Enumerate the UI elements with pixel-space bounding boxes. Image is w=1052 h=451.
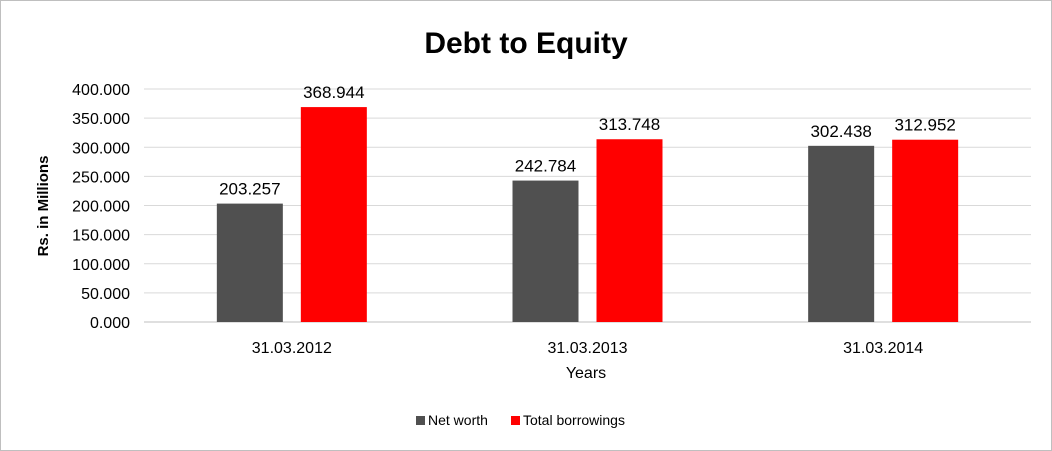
net-worth-bar xyxy=(808,145,875,322)
net-worth-bar xyxy=(512,180,579,322)
y-tick-label: 400.000 xyxy=(72,82,130,99)
legend-label-net-worth: Net worth xyxy=(428,412,488,428)
data-labels: 203.257 368.944 242.784 313.748 302.438 312.9… xyxy=(219,83,956,199)
data-label: 203.257 xyxy=(219,180,280,199)
legend: Net worth Total borrowings xyxy=(416,412,625,428)
chart-title: Debt to Equity xyxy=(424,27,628,60)
total-borrowings-bar xyxy=(596,139,663,322)
y-tick-label: 0.000 xyxy=(90,315,130,332)
net-worth-bar xyxy=(216,203,283,322)
total-borrowings-bar xyxy=(892,139,959,322)
data-label: 313.748 xyxy=(599,115,660,134)
x-tick-label: 31.03.2014 xyxy=(843,340,923,357)
y-axis-title: Rs. in Millions xyxy=(35,156,52,257)
y-tick-label: 50.000 xyxy=(81,286,130,303)
y-tick-label: 150.000 xyxy=(72,228,130,245)
gridlines xyxy=(144,88,1031,323)
y-tick-label: 250.000 xyxy=(72,169,130,186)
bars xyxy=(216,107,959,322)
total-borrowings-bar xyxy=(300,107,367,322)
x-axis-title: Years xyxy=(566,365,606,382)
x-tick-label: 31.03.2013 xyxy=(547,340,627,357)
y-tick-label: 200.000 xyxy=(72,199,130,216)
x-axis-ticks: 31.03.2012 31.03.2013 31.03.2014 xyxy=(252,340,924,357)
legend-swatch-net-worth xyxy=(416,416,425,425)
data-label: 302.438 xyxy=(810,122,871,141)
y-tick-label: 100.000 xyxy=(72,257,130,274)
x-tick-label: 31.03.2012 xyxy=(252,340,332,357)
data-label: 368.944 xyxy=(303,83,364,102)
legend-label-total-borrowings: Total borrowings xyxy=(523,412,625,428)
data-label: 312.952 xyxy=(894,116,955,135)
y-axis-ticks: 0.000 50.000 100.000 150.000 200.000 250.000 3… xyxy=(72,82,130,332)
y-tick-label: 350.000 xyxy=(72,111,130,128)
data-label: 242.784 xyxy=(515,157,576,176)
legend-swatch-total-borrowings xyxy=(511,416,520,425)
y-tick-label: 300.000 xyxy=(72,140,130,157)
